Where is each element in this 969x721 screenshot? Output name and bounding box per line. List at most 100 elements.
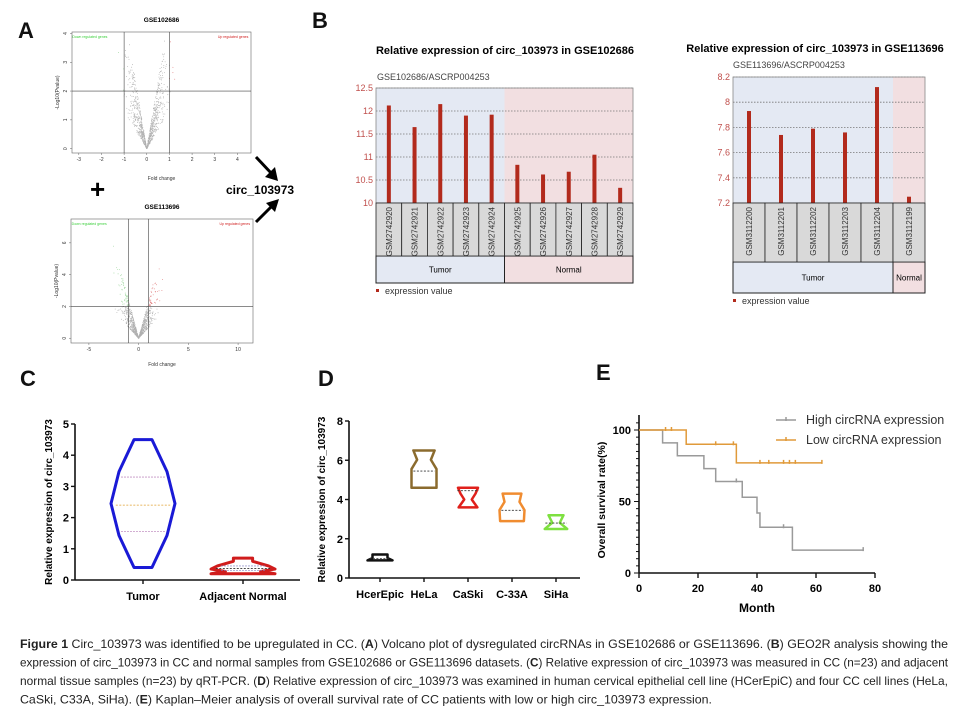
data-point	[166, 63, 168, 65]
data-point	[133, 323, 135, 325]
data-point	[137, 98, 139, 100]
data-point	[148, 316, 150, 318]
data-point	[149, 309, 151, 311]
data-point	[155, 106, 157, 108]
x-tick-label: 40	[751, 583, 763, 595]
y-tick-label: 0	[63, 147, 69, 150]
data-point	[154, 130, 156, 132]
data-point	[150, 301, 152, 303]
data-point	[132, 319, 134, 321]
data-point	[150, 133, 152, 135]
data-point	[135, 91, 137, 93]
data-point	[125, 312, 127, 314]
data-point	[152, 136, 153, 137]
panel-label-a: A	[18, 18, 34, 43]
data-point	[153, 130, 155, 132]
data-point	[133, 77, 135, 79]
data-point	[129, 82, 131, 84]
data-point	[132, 83, 134, 85]
data-point	[154, 123, 156, 125]
data-point	[150, 306, 152, 308]
sample-label-box	[606, 202, 634, 257]
data-point	[117, 273, 119, 275]
x-tick-label: -1	[122, 157, 127, 163]
data-point	[151, 138, 153, 140]
data-point	[157, 85, 159, 87]
data-point	[153, 314, 155, 316]
data-point	[150, 125, 152, 127]
data-point	[130, 310, 132, 312]
data-point	[146, 315, 148, 317]
data-point	[138, 111, 140, 112]
data-point	[145, 320, 147, 322]
chart-title: Relative expression of circ_103973 in GS…	[686, 43, 943, 55]
data-point	[142, 327, 143, 329]
data-point	[136, 334, 138, 336]
y-tick-label: 2	[62, 305, 68, 308]
bar	[747, 111, 751, 203]
data-point	[131, 86, 133, 87]
data-point	[127, 112, 129, 114]
y-tick-label: 2	[63, 513, 69, 525]
sample-label: GSM3112204	[873, 206, 882, 255]
data-point	[155, 318, 157, 320]
data-point	[147, 142, 149, 144]
data-point	[133, 331, 135, 333]
data-point	[156, 112, 158, 114]
violin	[410, 449, 438, 489]
caption-text: ) Kaplan–Meier analysis of overall survi…	[148, 693, 712, 707]
data-point	[130, 321, 131, 323]
data-point	[149, 139, 151, 141]
arrow-up-right-icon	[254, 199, 279, 224]
data-point	[138, 337, 140, 339]
data-point	[141, 325, 143, 326]
arrow-down-right-icon	[254, 155, 278, 181]
data-point	[161, 92, 163, 94]
data-point	[136, 331, 138, 333]
data-point	[117, 309, 119, 311]
data-point	[134, 113, 136, 115]
data-point	[150, 318, 152, 320]
data-point	[162, 279, 163, 280]
data-point	[129, 309, 131, 311]
group-label: Tumor	[429, 266, 452, 275]
data-point	[143, 319, 145, 321]
data-point	[122, 320, 124, 321]
data-point	[130, 320, 132, 322]
data-point	[128, 70, 130, 72]
data-point	[126, 319, 128, 321]
data-point	[133, 116, 135, 118]
data-point	[144, 144, 146, 146]
data-point	[149, 132, 151, 134]
caption-text: Circ_103973 was identified to be upregul…	[68, 637, 365, 651]
data-point	[140, 331, 141, 333]
data-point	[122, 278, 124, 280]
x-tick-label: 3	[213, 157, 216, 163]
data-point	[158, 290, 160, 292]
data-point	[134, 77, 136, 79]
data-point	[156, 109, 158, 111]
data-point	[134, 331, 136, 333]
data-point	[128, 59, 130, 60]
data-point	[143, 322, 145, 324]
data-point	[157, 298, 158, 300]
data-point	[142, 129, 144, 131]
data-point	[149, 135, 151, 136]
data-point	[133, 330, 135, 332]
data-point	[161, 121, 162, 123]
data-point	[159, 84, 161, 86]
data-point	[133, 321, 135, 323]
data-point	[127, 84, 129, 86]
data-point	[131, 324, 133, 326]
data-point	[149, 300, 151, 302]
data-point	[131, 109, 133, 111]
x-tick-label: CaSki	[453, 589, 484, 601]
data-point	[134, 99, 135, 101]
x-tick-label: 0	[137, 347, 140, 353]
data-point	[123, 312, 125, 314]
sample-label: GSM2742928	[590, 206, 599, 256]
data-point	[126, 313, 128, 315]
data-point	[151, 301, 152, 303]
data-point	[155, 105, 157, 107]
data-point	[131, 102, 133, 104]
